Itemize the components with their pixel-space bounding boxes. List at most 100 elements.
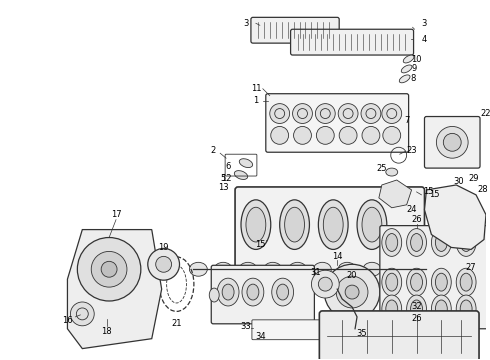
- Ellipse shape: [272, 278, 294, 306]
- Ellipse shape: [456, 268, 476, 296]
- Ellipse shape: [386, 234, 398, 251]
- Circle shape: [324, 264, 380, 320]
- Ellipse shape: [431, 295, 451, 323]
- Polygon shape: [68, 230, 162, 348]
- Text: 12: 12: [221, 174, 231, 183]
- Circle shape: [293, 104, 313, 123]
- Text: 15: 15: [429, 190, 440, 199]
- Text: 8: 8: [410, 74, 415, 83]
- Ellipse shape: [246, 207, 266, 242]
- Circle shape: [270, 104, 290, 123]
- Ellipse shape: [436, 300, 447, 318]
- Ellipse shape: [456, 295, 476, 323]
- Ellipse shape: [247, 284, 259, 300]
- Circle shape: [91, 251, 127, 287]
- FancyBboxPatch shape: [252, 320, 358, 340]
- Text: 5: 5: [220, 174, 226, 183]
- Text: 10: 10: [411, 54, 422, 63]
- FancyBboxPatch shape: [211, 265, 315, 324]
- Ellipse shape: [436, 234, 447, 251]
- Circle shape: [361, 104, 381, 123]
- Text: 23: 23: [406, 146, 417, 155]
- Ellipse shape: [407, 295, 426, 323]
- Circle shape: [294, 126, 312, 144]
- Ellipse shape: [234, 171, 247, 180]
- Ellipse shape: [411, 234, 422, 251]
- Text: 31: 31: [310, 268, 320, 277]
- Ellipse shape: [323, 207, 343, 242]
- Ellipse shape: [460, 300, 472, 318]
- Circle shape: [317, 126, 334, 144]
- Ellipse shape: [460, 234, 472, 251]
- Text: 1: 1: [253, 96, 259, 105]
- Text: 17: 17: [111, 210, 122, 219]
- Ellipse shape: [217, 278, 239, 306]
- Text: 20: 20: [347, 271, 357, 280]
- Ellipse shape: [314, 262, 331, 276]
- Text: 21: 21: [172, 319, 182, 328]
- Circle shape: [318, 277, 332, 291]
- Ellipse shape: [386, 273, 398, 291]
- Ellipse shape: [363, 262, 381, 276]
- Text: 33: 33: [241, 322, 251, 331]
- Ellipse shape: [214, 262, 232, 276]
- Circle shape: [148, 248, 179, 280]
- Circle shape: [312, 270, 339, 298]
- Text: 26: 26: [411, 215, 422, 224]
- Text: 22: 22: [481, 109, 490, 118]
- Ellipse shape: [386, 168, 398, 176]
- Text: 2: 2: [211, 146, 216, 155]
- Ellipse shape: [436, 273, 447, 291]
- Ellipse shape: [401, 65, 412, 73]
- Ellipse shape: [362, 207, 382, 242]
- Ellipse shape: [386, 300, 398, 318]
- Ellipse shape: [456, 229, 476, 256]
- Circle shape: [101, 261, 117, 277]
- Circle shape: [362, 126, 380, 144]
- Circle shape: [336, 276, 368, 308]
- Circle shape: [443, 134, 461, 151]
- Circle shape: [316, 104, 335, 123]
- Circle shape: [345, 285, 359, 299]
- Circle shape: [437, 126, 468, 158]
- Circle shape: [271, 126, 289, 144]
- Circle shape: [383, 126, 401, 144]
- FancyBboxPatch shape: [424, 117, 480, 168]
- Ellipse shape: [399, 75, 410, 83]
- FancyBboxPatch shape: [291, 29, 414, 55]
- Ellipse shape: [289, 262, 306, 276]
- Ellipse shape: [318, 200, 348, 249]
- Ellipse shape: [407, 268, 426, 296]
- Ellipse shape: [382, 268, 402, 296]
- Polygon shape: [424, 185, 486, 249]
- Circle shape: [156, 256, 171, 272]
- Text: 9: 9: [412, 64, 417, 73]
- FancyBboxPatch shape: [251, 17, 339, 43]
- FancyBboxPatch shape: [380, 226, 488, 329]
- Circle shape: [338, 104, 358, 123]
- Circle shape: [339, 126, 357, 144]
- Ellipse shape: [431, 229, 451, 256]
- Ellipse shape: [241, 200, 271, 249]
- Text: 19: 19: [158, 243, 169, 252]
- FancyBboxPatch shape: [235, 187, 424, 292]
- Text: 13: 13: [218, 184, 228, 193]
- Text: 30: 30: [453, 177, 464, 186]
- Ellipse shape: [382, 295, 402, 323]
- Ellipse shape: [388, 262, 406, 276]
- FancyBboxPatch shape: [319, 311, 479, 360]
- Ellipse shape: [338, 262, 356, 276]
- Circle shape: [77, 238, 141, 301]
- Ellipse shape: [411, 300, 422, 318]
- Ellipse shape: [403, 55, 414, 63]
- Text: 32: 32: [411, 302, 422, 311]
- Text: 29: 29: [469, 174, 479, 183]
- Ellipse shape: [242, 278, 264, 306]
- Ellipse shape: [277, 284, 289, 300]
- Ellipse shape: [431, 268, 451, 296]
- Ellipse shape: [222, 284, 234, 300]
- Ellipse shape: [407, 229, 426, 256]
- Text: 11: 11: [250, 84, 261, 93]
- Ellipse shape: [382, 229, 402, 256]
- Circle shape: [71, 302, 94, 326]
